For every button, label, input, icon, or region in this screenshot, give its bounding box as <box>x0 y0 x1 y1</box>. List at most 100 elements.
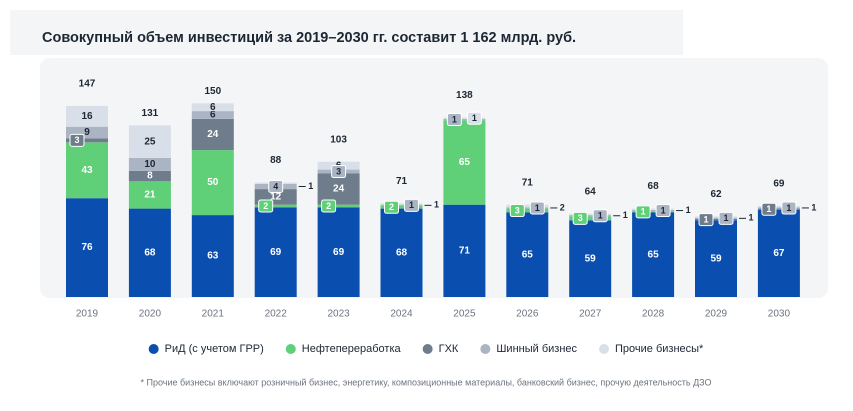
legend-swatch <box>148 344 159 354</box>
total-label: 64 <box>585 186 597 197</box>
label-box <box>466 111 482 125</box>
bar-segment <box>632 208 675 210</box>
x-tick-label: 2026 <box>516 309 539 320</box>
value-label: 2 <box>263 201 268 211</box>
legend-label: Прочие бизнесы* <box>615 343 704 355</box>
label-box <box>592 209 608 223</box>
bar-segment <box>128 181 171 209</box>
value-label: 69 <box>333 247 345 258</box>
value-label: 59 <box>710 253 722 264</box>
bar-segment <box>569 216 612 221</box>
x-tick-label: 2027 <box>579 309 602 320</box>
value-label: 76 <box>81 242 93 253</box>
bar-segment <box>128 157 171 171</box>
legend-swatch <box>285 344 296 354</box>
x-tick-label: 2028 <box>642 309 665 320</box>
label-box <box>781 201 797 215</box>
total-label: 71 <box>522 177 534 188</box>
title-bg <box>10 10 683 55</box>
value-label: 1 <box>748 213 753 223</box>
bar-segment <box>317 207 360 297</box>
label-box <box>529 201 545 215</box>
value-label: 3 <box>336 166 341 176</box>
bar-segment <box>632 212 675 297</box>
label-box <box>446 113 462 127</box>
total-label: 147 <box>79 79 96 90</box>
bar-segment <box>380 204 423 206</box>
bar-segment <box>569 220 612 297</box>
value-label: 1 <box>641 207 646 217</box>
value-label: 25 <box>144 136 156 147</box>
x-tick-label: 2025 <box>453 309 476 320</box>
x-tick-label: 2030 <box>768 309 791 320</box>
value-label: 71 <box>459 245 471 256</box>
value-label: 4 <box>273 181 278 191</box>
bar-segment <box>191 103 234 112</box>
total-label: 69 <box>773 179 785 190</box>
value-label: 67 <box>773 248 785 259</box>
bar-segment <box>443 204 486 297</box>
bar-segment <box>191 150 234 216</box>
label-box <box>404 198 419 212</box>
legend-swatch <box>422 344 433 354</box>
value-label: 24 <box>333 184 345 195</box>
value-label: 1 <box>472 113 477 123</box>
bar-segment <box>695 220 737 297</box>
bar-segment <box>443 120 486 205</box>
value-label: 1 <box>452 114 457 124</box>
value-label: 1 <box>766 204 771 214</box>
bar-segment <box>254 204 297 208</box>
bar-segment <box>695 219 737 221</box>
legend-swatch <box>480 344 491 354</box>
bar-segment <box>380 208 423 297</box>
x-tick-label: 2022 <box>265 309 288 320</box>
value-label: 1 <box>308 181 313 191</box>
x-tick-label: 2020 <box>139 309 162 320</box>
total-label: 103 <box>330 134 347 145</box>
footnote: * Прочие бизнесы включают розничный бизн… <box>141 377 712 387</box>
value-label: 68 <box>396 247 408 258</box>
bar-segment <box>757 209 800 297</box>
bar-segment <box>380 203 423 205</box>
value-label: 59 <box>585 253 597 264</box>
bar-segment <box>128 170 171 182</box>
legend-label: Шинный бизнес <box>496 343 577 355</box>
bar-segment <box>191 118 234 151</box>
label-box <box>655 204 671 218</box>
value-label: 1 <box>409 200 414 210</box>
bar-segment <box>443 118 486 121</box>
total-label: 62 <box>710 189 722 200</box>
value-label: 9 <box>84 127 90 138</box>
legend-label: Нефтепереработка <box>302 343 402 355</box>
label-box <box>331 165 347 179</box>
legend-label: РиД (с учетом ГРР) <box>165 343 264 355</box>
bar-segment <box>506 212 549 297</box>
bar-segment <box>66 126 108 139</box>
bar-segment <box>695 217 737 219</box>
legend-swatch <box>599 344 610 354</box>
value-label: 21 <box>144 190 156 201</box>
label-box <box>509 204 525 218</box>
bar-segment <box>128 208 171 297</box>
bar-segment <box>443 117 486 119</box>
bar-segment <box>569 215 612 217</box>
bar-segment <box>380 206 423 209</box>
value-label: 2 <box>389 202 394 212</box>
label-box <box>761 202 777 216</box>
bar-segment <box>254 207 297 297</box>
total-label: 131 <box>142 108 159 119</box>
value-label: 3 <box>515 205 520 215</box>
bar-segment <box>569 213 612 216</box>
x-tick-label: 2023 <box>327 309 350 320</box>
label-box <box>321 199 337 213</box>
value-label: 6 <box>210 102 216 113</box>
bar-segment <box>66 105 108 127</box>
value-label: 6 <box>210 110 216 121</box>
bar-segment <box>191 215 234 297</box>
value-label: 43 <box>81 165 93 176</box>
bar-segment <box>695 216 737 218</box>
chart-title: Совокупный объем инвестиций за 2019–2030… <box>42 30 576 46</box>
value-label: 12 <box>270 192 282 203</box>
bar-segment <box>632 211 675 213</box>
